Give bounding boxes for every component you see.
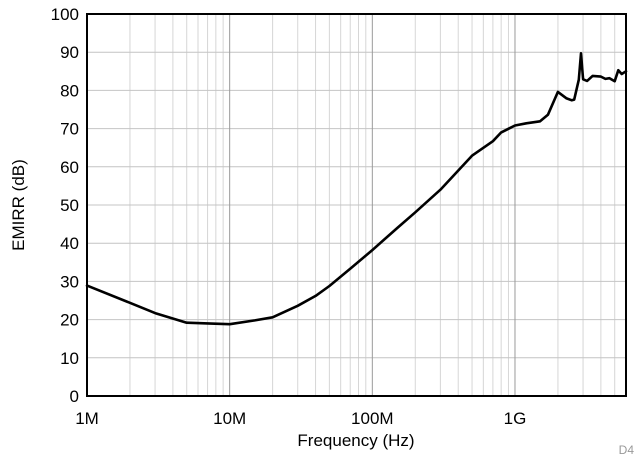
y-tick-label: 100 bbox=[51, 5, 79, 24]
major-grid-vertical bbox=[229, 14, 516, 396]
y-axis-tick-labels: 0 10 20 30 40 50 60 70 80 90 100 bbox=[51, 5, 79, 406]
x-axis-tick-labels: 1M 10M 100M 1G bbox=[75, 409, 526, 428]
x-tick-label: 1G bbox=[504, 409, 527, 428]
y-tick-label: 10 bbox=[60, 349, 79, 368]
y-tick-label: 50 bbox=[60, 196, 79, 215]
plot-frame bbox=[86, 13, 627, 397]
y-tick-label: 40 bbox=[60, 234, 79, 253]
x-tick-label: 100M bbox=[351, 409, 394, 428]
x-axis-title: Frequency (Hz) bbox=[297, 431, 414, 450]
y-tick-label: 20 bbox=[60, 311, 79, 330]
y-axis-title: EMIRR (dB) bbox=[9, 159, 28, 251]
figure-tag: D4 bbox=[619, 443, 635, 457]
x-tick-label: 10M bbox=[213, 409, 246, 428]
y-tick-label: 30 bbox=[60, 272, 79, 291]
grid-horizontal bbox=[87, 51, 626, 359]
emirr-series-line bbox=[85, 52, 628, 326]
y-tick-label: 70 bbox=[60, 120, 79, 139]
y-tick-label: 60 bbox=[60, 158, 79, 177]
x-tick-label: 1M bbox=[75, 409, 99, 428]
y-tick-label: 0 bbox=[70, 387, 79, 406]
y-tick-label: 90 bbox=[60, 43, 79, 62]
y-tick-label: 80 bbox=[60, 81, 79, 100]
